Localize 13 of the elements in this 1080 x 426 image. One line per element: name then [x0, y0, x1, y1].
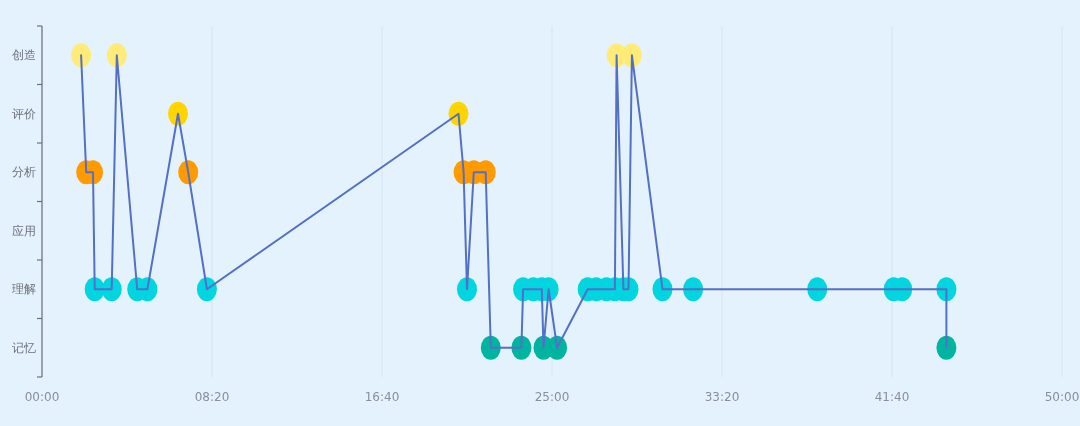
x-tick-label: 16:40	[364, 390, 400, 404]
text: 创造	[12, 48, 36, 63]
x-tick-label: 08:20	[194, 390, 230, 404]
text: 分析	[12, 165, 36, 180]
x-tick-label: 33:20	[704, 390, 740, 404]
text: 应用	[12, 223, 36, 238]
text: 理解	[12, 282, 36, 297]
x-tick-label: 25:00	[534, 390, 570, 404]
x-tick-label: 00:00	[24, 390, 60, 404]
x-tick-label: 50:00	[1044, 390, 1080, 404]
x-tick-label: 41:40	[874, 390, 910, 404]
text: 评价	[12, 106, 36, 121]
text: 记忆	[12, 340, 36, 355]
